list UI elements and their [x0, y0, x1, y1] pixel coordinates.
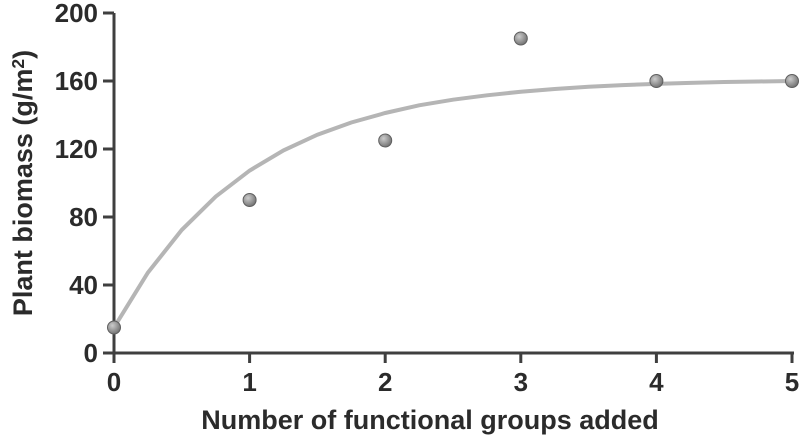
fit-curve-path [112, 79, 794, 330]
data-point [378, 133, 393, 148]
x-tick-label: 1 [242, 367, 256, 397]
y-axis-title-suffix: ) [8, 49, 38, 59]
tick-labels: 0 40 80 120 160 200 0 1 2 3 4 5 [55, 0, 800, 397]
data-points [107, 31, 799, 335]
x-axis-title: Number of functional groups added [201, 405, 659, 435]
x-tick-label: 4 [649, 367, 664, 397]
y-tick-label: 80 [69, 202, 98, 232]
x-tick-label: 5 [785, 367, 799, 397]
y-axis-title: Plant biomass (g/m2) [4, 13, 42, 353]
fit-curve [112, 79, 794, 330]
y-tick-label: 200 [55, 0, 98, 28]
y-tick-label: 120 [55, 134, 98, 164]
data-point [513, 31, 528, 46]
y-tick-label: 40 [69, 270, 98, 300]
y-tick-label: 0 [84, 338, 98, 368]
x-tick-label: 0 [107, 367, 121, 397]
y-tick-label: 160 [55, 66, 98, 96]
data-point [242, 193, 257, 207]
data-point [649, 74, 664, 88]
data-point [107, 320, 121, 335]
x-tick-label: 3 [514, 367, 528, 397]
y-axis-title-superscript: 2 [8, 58, 29, 69]
x-tick-label: 2 [378, 367, 392, 397]
y-axis-title-text: Plant biomass (g/m [8, 68, 38, 317]
data-point [785, 74, 799, 88]
axes [103, 11, 794, 363]
